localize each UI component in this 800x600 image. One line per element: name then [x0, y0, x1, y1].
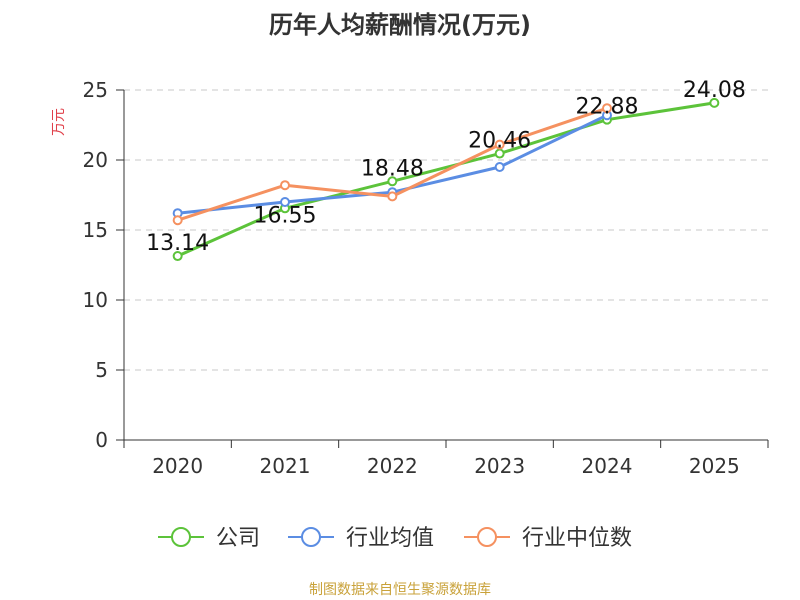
legend-marker	[301, 527, 321, 547]
series-point-2	[494, 139, 505, 150]
y-axis-label: 万元	[51, 108, 67, 136]
y-tick-label: 10	[83, 288, 108, 312]
legend-label: 行业均值	[346, 526, 434, 551]
y-tick-label: 15	[83, 218, 108, 242]
legend: 公司 行业均值 行业中位数	[158, 526, 632, 551]
series-point-0	[172, 251, 183, 262]
x-tick-label: 2023	[474, 454, 525, 478]
series-point-2	[172, 215, 183, 226]
series-point-0	[387, 176, 398, 187]
series-group	[172, 97, 720, 262]
y-tick-label: 0	[95, 428, 108, 452]
series-line-0	[177, 101, 715, 258]
data-labels: 13.14 16.55 18.48 20.46 22.88 24.08	[146, 78, 746, 256]
series-point-1	[494, 162, 505, 172]
legend-label: 行业中位数	[522, 526, 632, 551]
legend-marker	[171, 527, 191, 547]
x-tick-label: 2021	[260, 454, 311, 478]
series-point-0	[709, 97, 720, 108]
data-label: 18.48	[361, 156, 424, 181]
chart-title: 历年人均薪酬情况(万元)	[269, 11, 531, 39]
data-label: 13.14	[146, 231, 209, 256]
data-label: 20.46	[468, 129, 531, 154]
y-tick-label: 25	[83, 78, 108, 102]
series-point-2	[280, 180, 290, 191]
data-label: 16.55	[254, 203, 317, 228]
legend-marker	[477, 527, 497, 547]
data-label: 24.08	[683, 78, 746, 103]
x-tick-label: 2025	[689, 454, 740, 478]
y-tick-label: 20	[83, 148, 108, 172]
legend-label: 公司	[216, 526, 260, 551]
series-point-2	[387, 191, 398, 202]
grid-lines	[124, 89, 768, 371]
series-point-1	[280, 197, 290, 207]
x-tick-label: 2024	[582, 454, 633, 478]
y-tick-label: 5	[95, 358, 108, 382]
data-label: 22.88	[576, 95, 639, 120]
x-tick-label: 2022	[367, 454, 418, 478]
x-tick-label: 2020	[152, 454, 203, 478]
series-point-2	[602, 103, 612, 114]
source-note: 制图数据来自恒生聚源数据库	[309, 582, 491, 598]
